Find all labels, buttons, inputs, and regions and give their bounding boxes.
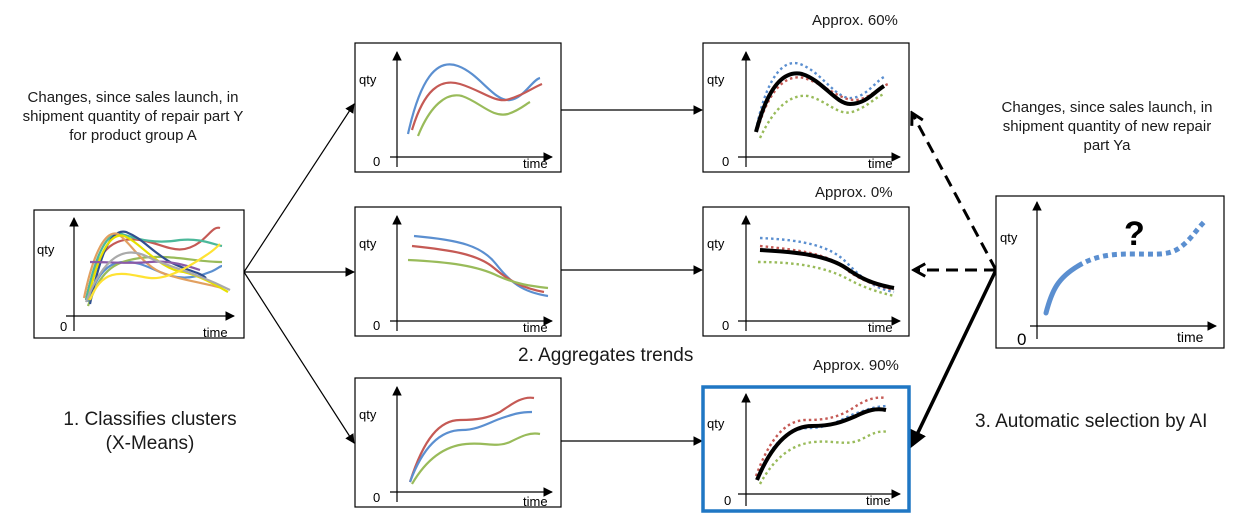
aggregate-3-y-label: qty [707, 416, 725, 431]
step-select-label: 3. Automatic selection by AI [975, 411, 1208, 432]
cluster-3-curve-blue [408, 410, 533, 483]
source-curve-teal [84, 232, 223, 301]
aggregate-2-chart-frame [702, 206, 910, 337]
step-aggregate-label: 2. Aggregates trends [518, 345, 694, 366]
selection-arrows [910, 113, 998, 449]
cluster-1-x-label: time [523, 156, 548, 171]
cluster-1-origin-label: 0 [373, 154, 380, 169]
cluster-1-chart-frame [354, 42, 562, 173]
target-description: Changes, since sales launch, in shipment… [972, 98, 1242, 155]
cluster-3-chart: qty time 0 [354, 377, 562, 509]
source-x-label: time [203, 325, 228, 340]
cluster-3-y-label: qty [359, 407, 377, 422]
arrow-source-to-cluster-1 [243, 103, 355, 273]
target-chart-frame [995, 195, 1225, 349]
cluster-1-curve-red [410, 81, 543, 131]
aggregate-3-chart: qty time 0 [701, 385, 911, 513]
aggregate-3-curve-red [754, 396, 887, 477]
cluster-1-curve-blue [406, 63, 541, 135]
cluster-2-x-label: time [523, 320, 548, 335]
step-classify-label: 1. Classifies clusters (X-Means) [20, 408, 280, 456]
aggregate-1-curve-average [754, 71, 886, 133]
aggregate-3-curve-average [755, 407, 887, 481]
aggregate-1-chart-frame [702, 42, 910, 173]
unknown-question-mark: ? [1124, 215, 1145, 253]
source-description-line-1: Changes, since sales launch, in [27, 89, 239, 106]
cluster-2-y-label: qty [359, 236, 377, 251]
step-classify-line-1: 1. Classifies clusters [63, 409, 237, 430]
cluster-3-chart-frame [354, 377, 562, 508]
cluster-3-curve-red [408, 396, 535, 483]
classify-arrows [243, 103, 703, 446]
target-curve-forecast [1076, 218, 1208, 269]
source-y-label: qty [37, 242, 55, 257]
target-description-line-2: shipment quantity of new repair [1002, 118, 1212, 135]
cluster-3-origin-label: 0 [373, 490, 380, 505]
cluster-2-origin-label: 0 [373, 318, 380, 333]
source-curve-navy [88, 230, 207, 305]
aggregate-2-curve-blue [759, 236, 895, 294]
target-y-label: qty [1000, 230, 1018, 245]
aggregate-3-curve-green [758, 430, 889, 485]
aggregate-2-y-label: qty [707, 236, 725, 251]
cluster-2-chart-frame [354, 206, 562, 337]
cluster-2-chart: qty time 0 [354, 206, 562, 337]
aggregate-3-x-label: time [866, 493, 891, 508]
cluster-2-match-label: Approx. 0% [815, 184, 893, 201]
cluster-1-curve-green [416, 94, 531, 137]
cluster-1-chart: qty time 0 [354, 42, 562, 173]
cluster-2-curve-red [411, 244, 545, 294]
aggregate-2-origin-label: 0 [722, 318, 729, 333]
cluster-3-x-label: time [523, 494, 548, 509]
cluster-2-curve-green [407, 258, 549, 290]
aggregate-1-y-label: qty [707, 72, 725, 87]
target-curve-known [1043, 263, 1081, 316]
aggregate-1-x-label: time [868, 156, 893, 171]
target-x-label: time [1177, 329, 1204, 345]
source-curves [82, 226, 231, 307]
source-chart: qty time 0 [33, 209, 245, 340]
cluster-3-curve-green [411, 432, 541, 485]
cluster-2-curve-blue [413, 234, 549, 298]
target-description-line-1: Changes, since sales launch, in [1001, 99, 1213, 116]
target-description-line-3: part Ya [1083, 137, 1131, 154]
cluster-1-y-label: qty [359, 72, 377, 87]
source-origin-label: 0 [60, 319, 67, 334]
source-description-line-3: for product group A [69, 127, 197, 144]
aggregate-1-origin-label: 0 [722, 154, 729, 169]
source-description-line-2: shipment quantity of repair part Y [22, 108, 244, 125]
source-curve-orange [82, 232, 223, 299]
source-curve-gray [84, 251, 231, 303]
aggregate-2-curve-average [759, 248, 895, 290]
target-chart: qty time 0 ? [995, 195, 1225, 349]
cluster-1-match-label: Approx. 60% [812, 12, 898, 29]
cluster-3-match-label: Approx. 90% [813, 357, 899, 374]
aggregate-2-x-label: time [868, 320, 893, 335]
arrow-source-to-cluster-3 [243, 271, 355, 444]
aggregate-1-chart: qty time 0 [702, 42, 910, 173]
arrow-target-to-aggregate-3 [910, 269, 998, 449]
source-description: Changes, since sales launch, in shipment… [8, 88, 258, 145]
arrow-target-to-aggregate-1 [912, 113, 998, 271]
step-classify-line-2: (X-Means) [105, 433, 195, 454]
aggregate-2-curve-green [757, 260, 895, 298]
source-curve-light-yellow [88, 243, 221, 301]
target-origin-label: 0 [1017, 330, 1026, 349]
aggregate-3-origin-label: 0 [724, 493, 731, 508]
aggregate-2-chart: qty time 0 [702, 206, 910, 337]
source-chart-frame [33, 209, 245, 339]
